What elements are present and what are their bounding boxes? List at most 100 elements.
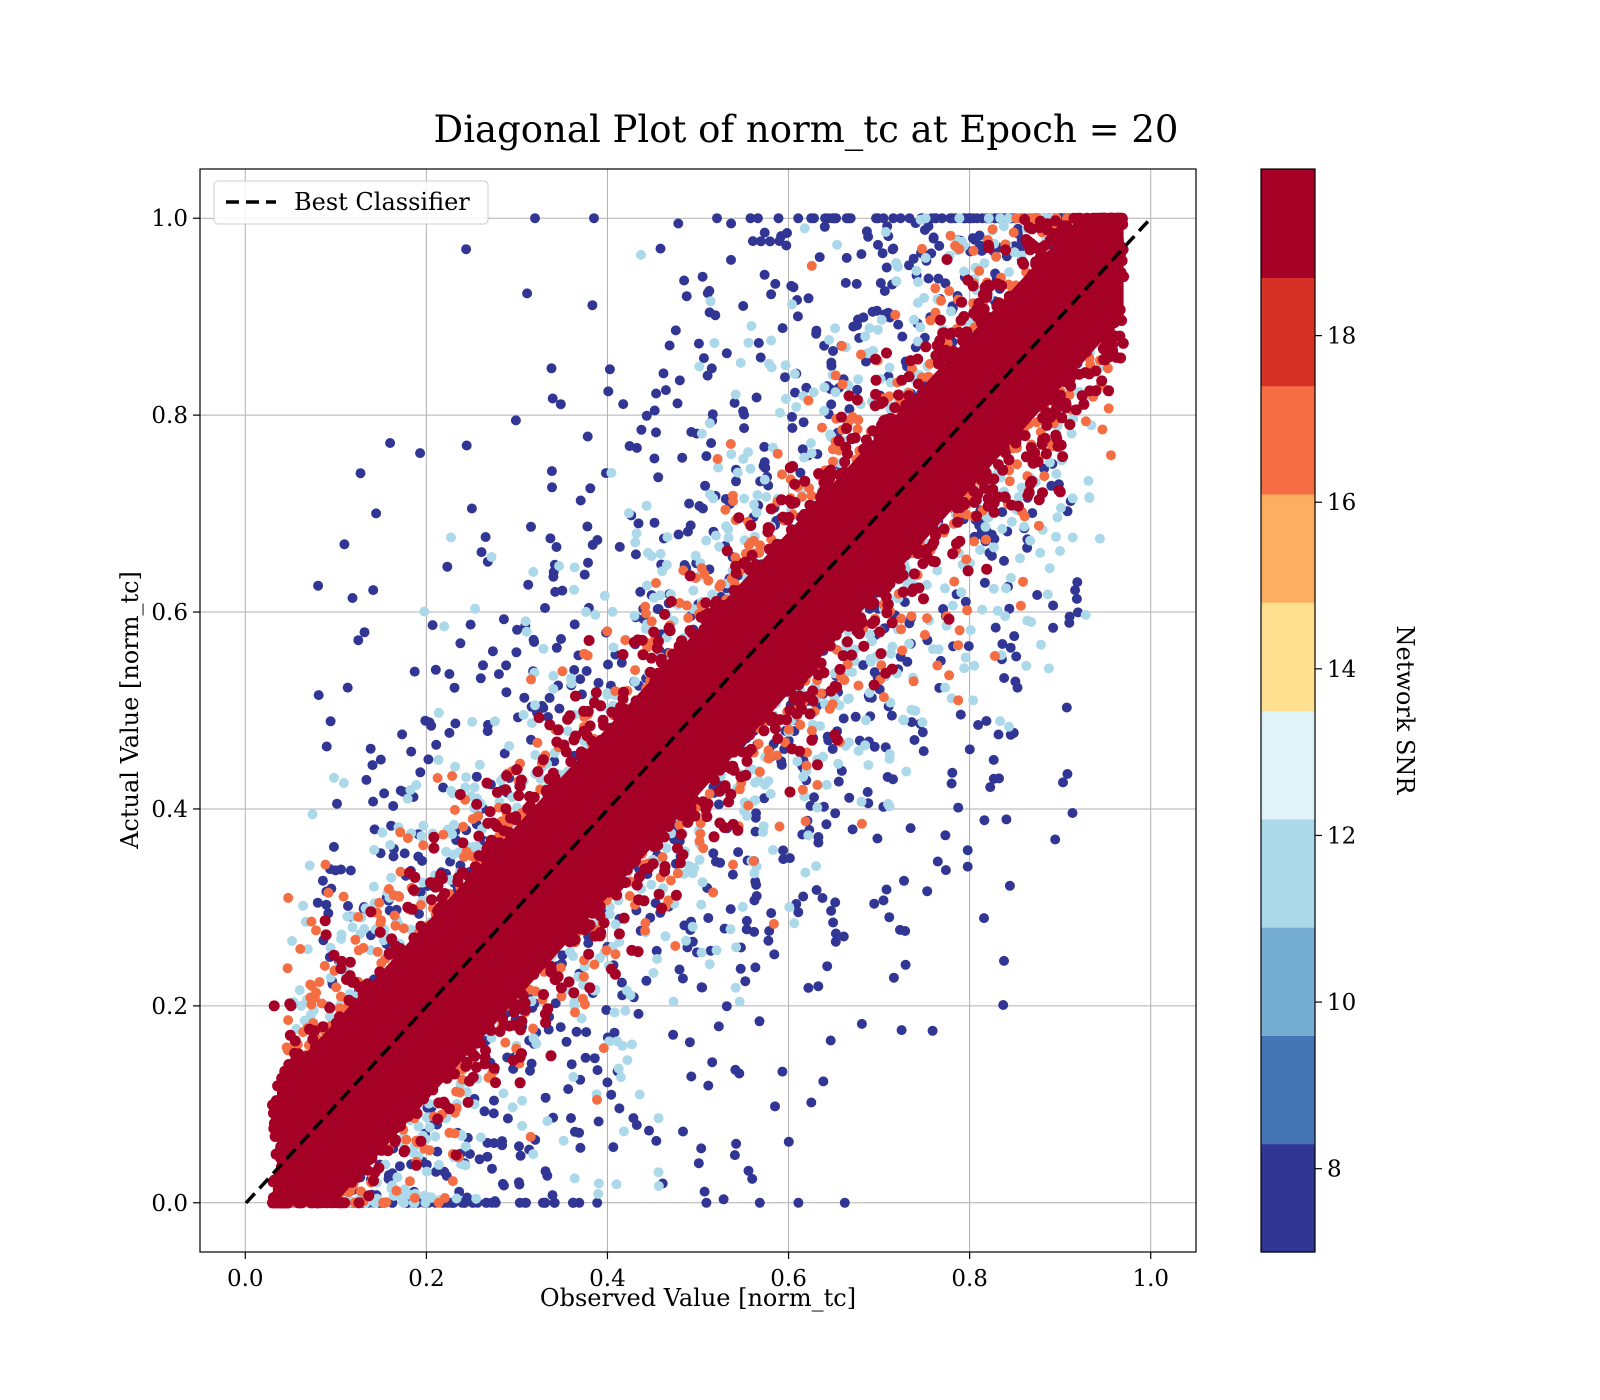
scatter-point <box>731 1138 742 1149</box>
scatter-point <box>792 756 803 767</box>
scatter-point <box>471 798 483 810</box>
scatter-point <box>450 718 461 729</box>
scatter-point <box>723 532 734 543</box>
scatter-point <box>423 754 434 765</box>
scatter-point <box>1044 563 1055 574</box>
scatter-point <box>444 727 455 738</box>
scatter-point <box>683 860 694 871</box>
scatter-point <box>919 629 930 640</box>
scatter-point <box>464 1149 475 1159</box>
scatter-point <box>581 666 592 676</box>
scatter-point <box>336 864 346 875</box>
scatter-point <box>522 288 533 299</box>
scatter-point <box>726 218 737 229</box>
scatter-point <box>947 548 959 560</box>
scatter-point <box>580 1052 591 1063</box>
scatter-point <box>745 463 756 474</box>
scatter-point <box>504 741 515 751</box>
scatter-point <box>673 218 684 229</box>
scatter-point <box>789 368 800 379</box>
scatter-point <box>694 501 705 511</box>
scatter-point <box>604 909 615 920</box>
scatter-point <box>302 944 313 955</box>
scatter-point <box>442 561 453 572</box>
scatter-point <box>451 1193 462 1204</box>
scatter-point <box>1055 503 1066 513</box>
scatter-point <box>338 778 349 788</box>
scatter-point <box>682 526 693 537</box>
scatter-point <box>932 660 943 671</box>
scatter-point <box>887 244 898 255</box>
scatter-point <box>542 1116 553 1127</box>
scatter-point <box>660 385 671 396</box>
scatter-point <box>912 297 923 308</box>
scatter-point <box>706 363 717 374</box>
scatter-point <box>856 1018 867 1029</box>
scatter-point <box>655 548 666 559</box>
scatter-point <box>830 213 840 224</box>
scatter-point <box>881 262 892 273</box>
scatter-point <box>906 717 917 728</box>
scatter-point <box>800 867 811 878</box>
scatter-point <box>827 699 838 710</box>
scatter-point <box>526 521 536 532</box>
scatter-point <box>601 1005 612 1015</box>
scatter-point <box>783 724 794 735</box>
scatter-point <box>576 1013 587 1024</box>
scatter-point <box>401 1134 412 1145</box>
scatter-point <box>830 323 841 334</box>
scatter-point <box>828 917 839 928</box>
scatter-point <box>674 857 686 869</box>
scatter-point <box>956 296 968 308</box>
scatter-point <box>923 273 934 284</box>
scatter-point <box>636 249 646 260</box>
scatter-point <box>335 991 346 1002</box>
scatter-point <box>755 236 766 247</box>
scatter-point <box>997 523 1008 534</box>
scatter-point <box>896 1025 907 1036</box>
scatter-point <box>755 352 766 363</box>
scatter-point <box>608 1142 619 1153</box>
scatter-point <box>965 213 976 224</box>
scatter-point <box>592 1197 603 1208</box>
scatter-point <box>579 569 590 580</box>
scatter-point <box>461 440 472 451</box>
scatter-point <box>841 252 852 263</box>
scatter-point <box>815 721 825 731</box>
scatter-point <box>836 341 847 352</box>
scatter-point <box>765 788 776 799</box>
scatter-point <box>649 517 660 528</box>
scatter-point <box>590 609 601 620</box>
scatter-point <box>1064 611 1075 622</box>
scatter-point <box>979 913 989 924</box>
scatter-point <box>858 312 869 323</box>
scatter-point <box>1056 412 1068 424</box>
scatter-point <box>806 1097 817 1108</box>
scatter-point <box>624 441 635 451</box>
scatter-point <box>499 748 510 759</box>
scatter-point <box>817 893 828 903</box>
scatter-point <box>618 399 629 410</box>
scatter-point <box>775 407 785 418</box>
scatter-point <box>734 1068 745 1079</box>
scatter-point <box>765 236 776 247</box>
scatter-point <box>569 619 580 630</box>
scatter-point <box>838 931 849 942</box>
scatter-point <box>402 833 413 844</box>
scatter-point <box>987 224 998 235</box>
scatter-point <box>708 887 719 898</box>
scatter-point <box>430 1131 441 1142</box>
scatter-point <box>394 1161 405 1172</box>
scatter-point <box>339 539 350 550</box>
scatter-point <box>374 897 385 908</box>
scatter-point <box>372 946 383 957</box>
scatter-point <box>821 819 832 830</box>
scatter-point <box>449 682 460 693</box>
scatter-point <box>528 566 539 577</box>
scatter-point <box>853 680 864 691</box>
scatter-point <box>554 703 565 714</box>
scatter-point <box>374 926 386 938</box>
scatter-point <box>580 606 591 617</box>
scatter-point <box>515 1150 526 1161</box>
scatter-point <box>626 1039 637 1050</box>
